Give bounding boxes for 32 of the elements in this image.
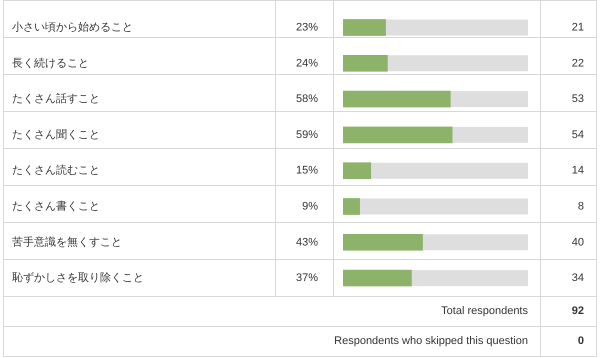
data-label: 58% — [296, 93, 318, 106]
data-label: 59% — [296, 128, 318, 141]
y-tick-label: たくさん書くこと — [12, 200, 100, 213]
text: 92 — [572, 305, 584, 318]
y-tick-label: 恥ずかしさを取り除くこと — [12, 271, 144, 284]
text: 14 — [572, 164, 584, 177]
y-tick-label: 苦手意識を無くすこと — [12, 235, 122, 248]
text: 8 — [578, 200, 584, 213]
data-label: 24% — [296, 57, 318, 70]
text: Total respondents — [441, 305, 528, 318]
text: 34 — [572, 272, 584, 284]
text: 40 — [572, 236, 584, 248]
y-tick-label: たくさん聞くこと — [12, 128, 100, 141]
bar — [343, 162, 372, 180]
y-tick-label: 長く続けること — [12, 57, 89, 70]
text: Respondents who skipped this question — [334, 335, 528, 348]
bar — [343, 19, 386, 36]
data-label: 23% — [296, 22, 318, 34]
bar — [343, 198, 360, 215]
y-tick-label: たくさん読むこと — [12, 164, 100, 177]
data-label: 9% — [302, 200, 318, 213]
text: 53 — [572, 93, 584, 106]
text: 21 — [572, 22, 584, 34]
data-label: 15% — [296, 164, 318, 177]
text: 22 — [572, 57, 584, 70]
data-label: 43% — [296, 236, 318, 248]
y-tick-label: 小さい頃から始めること — [12, 20, 133, 34]
text: 0 — [578, 335, 584, 348]
y-tick-label: たくさん話すこと — [12, 92, 100, 106]
data-label: 37% — [296, 272, 318, 284]
text: 54 — [572, 128, 584, 141]
bar — [343, 54, 388, 72]
